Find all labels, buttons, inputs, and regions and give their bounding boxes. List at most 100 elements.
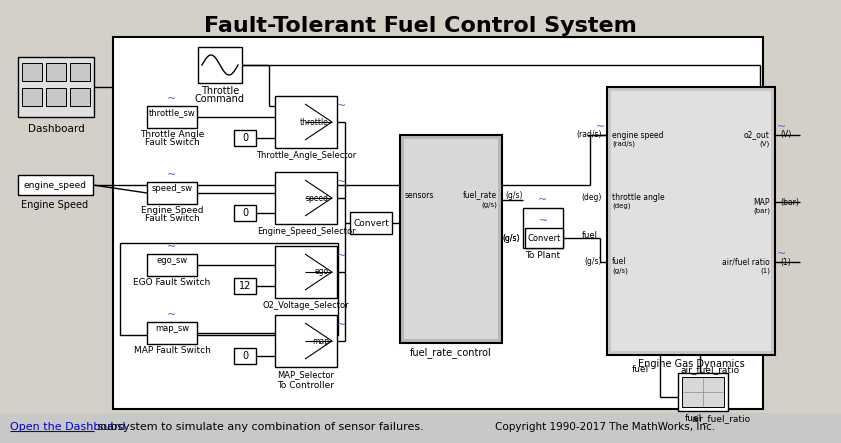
Text: Dashboard: Dashboard [28,124,84,134]
Text: EGO Fault Switch: EGO Fault Switch [134,278,210,287]
Bar [120,243,338,335]
Text: map_sw: map_sw [155,324,189,333]
Text: Engine Gas Dynamics: Engine Gas Dynamics [637,359,744,369]
Text: fuel_rate_control: fuel_rate_control [410,347,492,358]
Text: Fault-Tolerant Fuel Control System: Fault-Tolerant Fuel Control System [204,16,637,36]
Text: (g/s): (g/s) [503,233,520,242]
Text: fuel: fuel [612,257,627,267]
Text: speed: speed [306,194,329,202]
Text: (g/s): (g/s) [612,268,628,274]
Text: throttle angle: throttle angle [612,193,664,202]
Text: (deg): (deg) [582,193,602,202]
Text: Command: Command [195,94,245,104]
Text: ~: ~ [337,101,346,111]
Text: Fault Switch: Fault Switch [145,138,199,147]
Text: fuel: fuel [632,365,648,374]
Text: air_fuel_ratio: air_fuel_ratio [691,414,750,423]
Bar [525,228,563,248]
Text: 0: 0 [242,351,248,361]
Text: map: map [312,337,329,346]
Text: Engine Speed: Engine Speed [140,206,204,215]
Text: subsystem to simulate any combination of sensor failures.: subsystem to simulate any combination of… [93,422,424,432]
Text: ~: ~ [167,310,177,320]
Bar [234,205,256,221]
Text: (g/s): (g/s) [584,257,602,267]
Bar [275,172,337,224]
Text: (g/s): (g/s) [503,233,520,242]
Text: engine speed: engine speed [612,131,664,140]
Text: fuel_rate: fuel_rate [463,190,497,199]
Text: MAP: MAP [754,198,770,206]
Text: (bar): (bar) [780,198,799,206]
Text: 12: 12 [239,281,251,291]
Text: (bar): (bar) [753,208,770,214]
Text: (1): (1) [760,268,770,274]
Text: ego_sw: ego_sw [156,256,188,265]
Text: o2_out: o2_out [744,131,770,140]
Text: Throttle_Angle_Selector: Throttle_Angle_Selector [256,151,356,160]
Text: (deg): (deg) [612,203,631,209]
Text: (rad/s): (rad/s) [576,131,602,140]
Text: ~: ~ [337,251,346,261]
Text: ego: ego [315,268,329,276]
Text: throttle_sw: throttle_sw [149,108,195,117]
Text: MAP_Selector: MAP_Selector [278,370,335,379]
Bar [607,87,775,355]
Bar [70,88,90,106]
Bar [400,135,502,343]
Text: fuel: fuel [685,414,701,423]
Text: ~: ~ [538,195,547,205]
Bar [234,278,256,294]
Bar [147,106,197,128]
Text: (V): (V) [759,141,770,147]
Text: ~: ~ [167,170,177,180]
Text: Engine_Speed_Selector: Engine_Speed_Selector [257,227,355,236]
Text: Throttle Angle: Throttle Angle [140,130,204,139]
Text: ~: ~ [167,242,177,252]
Text: (g/s): (g/s) [505,190,522,199]
Bar [275,315,337,367]
Text: ~: ~ [539,216,548,226]
Text: (g/s): (g/s) [481,202,497,208]
Text: ~: ~ [167,94,177,104]
Text: 0: 0 [242,208,248,218]
Bar [275,96,337,148]
Bar [147,254,197,276]
Bar [46,63,66,81]
Text: O2_Voltage_Selector: O2_Voltage_Selector [262,301,349,310]
Text: To Plant: To Plant [526,251,561,260]
Text: (rad/s): (rad/s) [612,141,635,147]
Bar [678,373,728,411]
Text: Convert: Convert [353,218,389,228]
Text: MAP Fault Switch: MAP Fault Switch [134,346,210,355]
Bar [404,139,498,339]
Text: Engine Speed: Engine Speed [21,200,88,210]
Text: fuel: fuel [582,230,598,240]
Text: air/fuel ratio: air/fuel ratio [722,257,770,267]
Text: Open the Dashboard: Open the Dashboard [10,422,125,432]
Bar [147,182,197,204]
Text: ~: ~ [337,177,346,187]
Text: sensors: sensors [405,190,434,199]
Text: Copyright 1990-2017 The MathWorks, Inc.: Copyright 1990-2017 The MathWorks, Inc. [495,422,715,432]
Text: (1): (1) [780,257,791,267]
Text: (V): (V) [780,131,791,140]
Bar [234,130,256,146]
Text: ~: ~ [777,122,786,132]
Text: Convert: Convert [527,233,561,242]
Bar [523,208,563,248]
Bar [113,37,763,409]
Bar [22,88,42,106]
Bar [22,63,42,81]
Bar [147,322,197,344]
Text: engine_speed: engine_speed [24,180,87,190]
Text: Throttle: Throttle [201,86,239,96]
Text: air_fuel_ratio: air_fuel_ratio [680,365,739,374]
Text: speed_sw: speed_sw [151,184,193,193]
Text: 0: 0 [242,133,248,143]
Bar [611,91,771,351]
Text: throttle: throttle [300,117,329,127]
Bar [350,212,392,234]
Bar [18,57,94,117]
Bar [275,246,337,298]
